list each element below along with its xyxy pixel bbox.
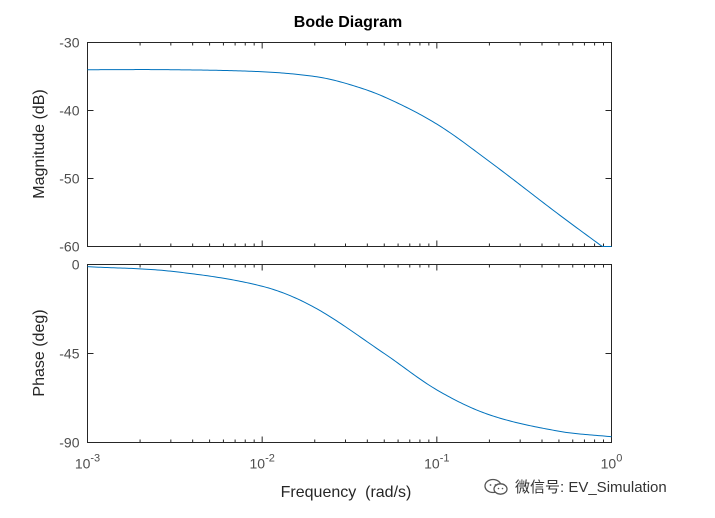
magnitude-response-line [87,69,612,247]
phase-ylabel: Phase (deg) [31,309,48,396]
frequency-xlabel: Frequency (rad/s) [281,484,412,501]
phase-panel: Phase (deg) Frequency (rad/s) 0 -45 -90 10-… [31,257,622,502]
phase-y-tick-label: -45 [59,346,79,362]
magnitude-y-tick-label: -30 [59,35,79,51]
chart-title: Bode Diagram [294,14,402,31]
phase-axes-box [87,264,612,443]
phase-y-tick-label: -90 [59,435,79,451]
magnitude-y-tick-label: -40 [59,103,79,119]
phase-y-tick-label: 0 [72,257,80,273]
wechat-logo-icon [484,478,508,495]
frequency-x-tick-label: 10-2 [249,453,274,472]
frequency-x-tick-label: 100 [601,453,623,472]
magnitude-y-tick-label: -50 [59,171,79,187]
frequency-x-tick-label: 10-3 [75,453,100,472]
magnitude-ylabel: Magnitude (dB) [31,89,48,198]
frequency-x-tick-label: 10-1 [424,453,449,472]
magnitude-panel: Magnitude (dB) -30 -40 -50 -60 [31,35,612,255]
magnitude-y-tick-label: -60 [59,239,79,255]
magnitude-axes-box [87,42,612,247]
wechat-watermark: 微信号: EV_Simulation [484,476,667,497]
phase-response-line [87,266,612,438]
watermark-text: 微信号: EV_Simulation [515,479,667,496]
